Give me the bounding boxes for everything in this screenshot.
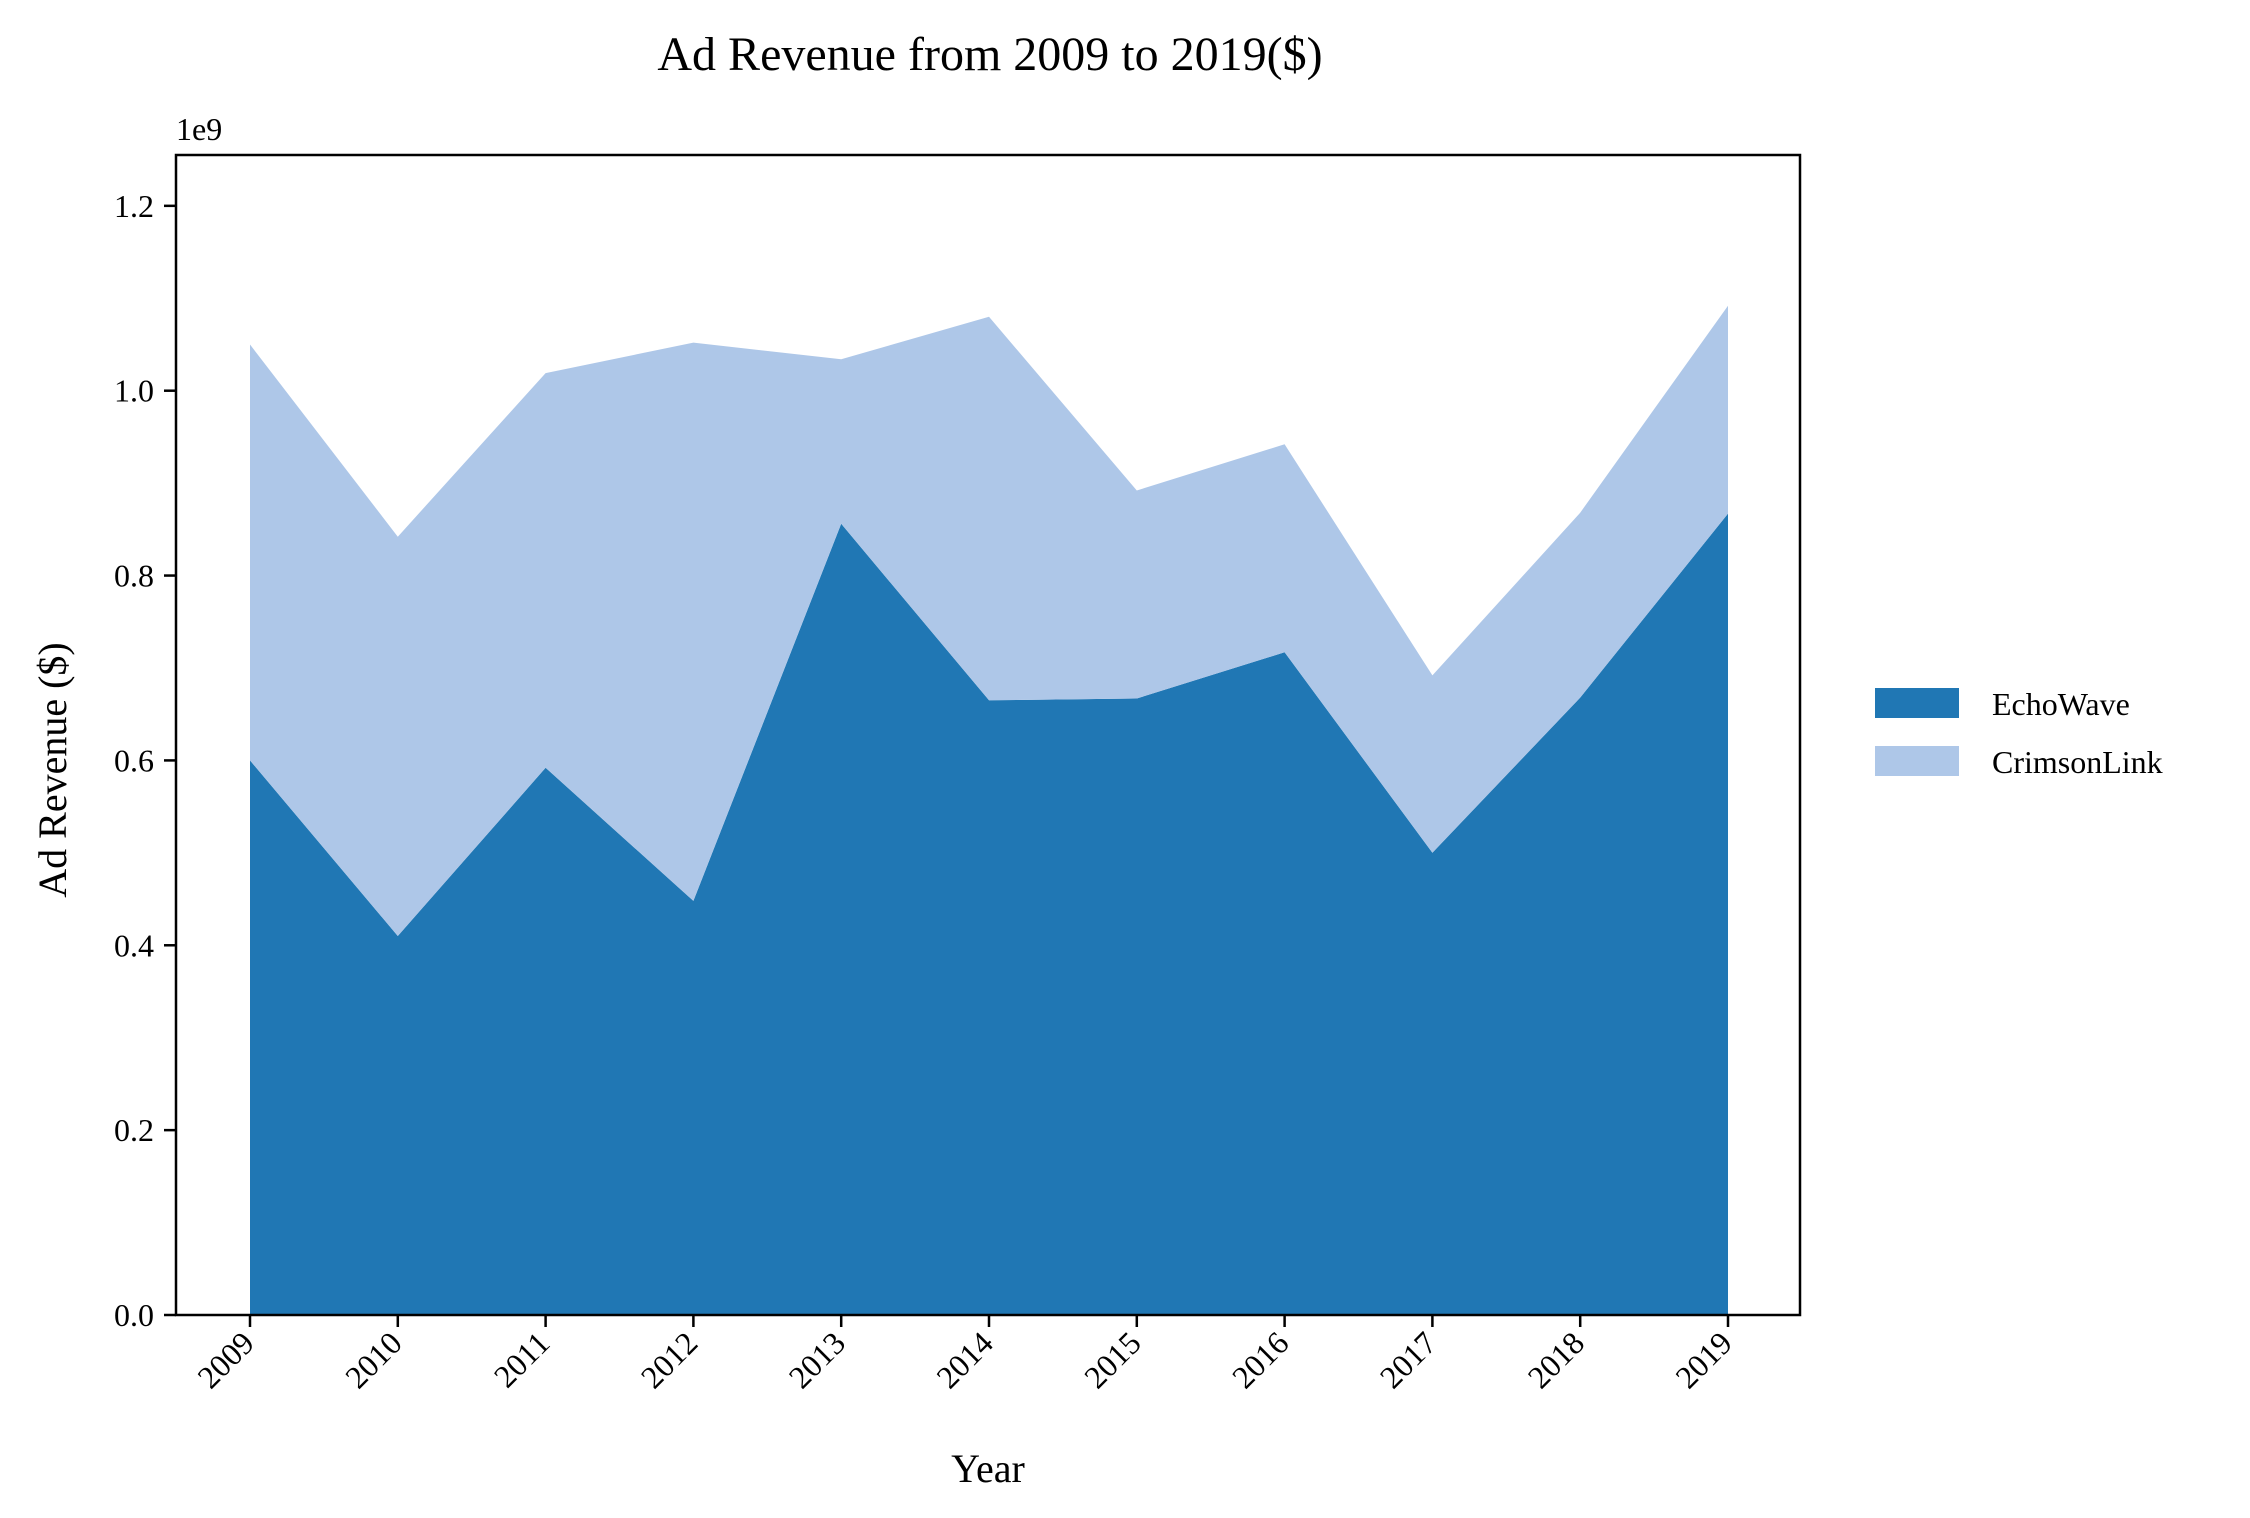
chart-title: Ad Revenue from 2009 to 2019($) [657, 28, 1322, 81]
y-tick-label: 0.6 [114, 742, 154, 778]
y-tick-label: 1.0 [114, 373, 154, 409]
legend-swatch-crimsonlink [1875, 746, 1959, 776]
x-tick-label: 2016 [1225, 1324, 1296, 1395]
x-tick-label: 2013 [781, 1324, 852, 1395]
legend-label-crimsonlink: CrimsonLink [1992, 744, 2163, 780]
legend-swatch-echowave [1875, 688, 1959, 718]
x-tick-label: 2019 [1668, 1324, 1739, 1395]
x-tick-label: 2011 [487, 1324, 557, 1394]
legend: EchoWave CrimsonLink [1875, 686, 2163, 780]
y-axis-label: Ad Revenue ($) [30, 642, 75, 897]
x-axis: 2009 2010 2011 2012 2013 2014 2015 2016 2017 2018… [190, 1315, 1739, 1395]
x-tick-label: 2017 [1373, 1324, 1444, 1395]
x-tick-label: 2009 [190, 1324, 261, 1395]
y-tick-label: 0.8 [114, 558, 154, 594]
y-offset-label: 1e9 [176, 111, 222, 147]
y-tick-label: 1.2 [114, 188, 154, 224]
x-tick-label: 2012 [634, 1324, 705, 1395]
x-axis-label: Year [951, 1446, 1025, 1491]
y-tick-label: 0.0 [114, 1297, 154, 1333]
x-tick-label: 2014 [929, 1324, 1000, 1395]
area-echowave [250, 513, 1728, 1315]
x-tick-label: 2015 [1077, 1324, 1148, 1395]
area-crimsonlink [250, 305, 1728, 936]
x-tick-label: 2018 [1520, 1324, 1591, 1395]
legend-label-echowave: EchoWave [1992, 686, 2130, 722]
area-layer [250, 305, 1728, 1315]
y-tick-label: 0.4 [114, 927, 154, 963]
y-tick-label: 0.2 [114, 1112, 154, 1148]
x-tick-label: 2010 [338, 1324, 409, 1395]
y-axis: 0.0 0.2 0.4 0.6 0.8 1.0 1.2 [114, 188, 176, 1333]
